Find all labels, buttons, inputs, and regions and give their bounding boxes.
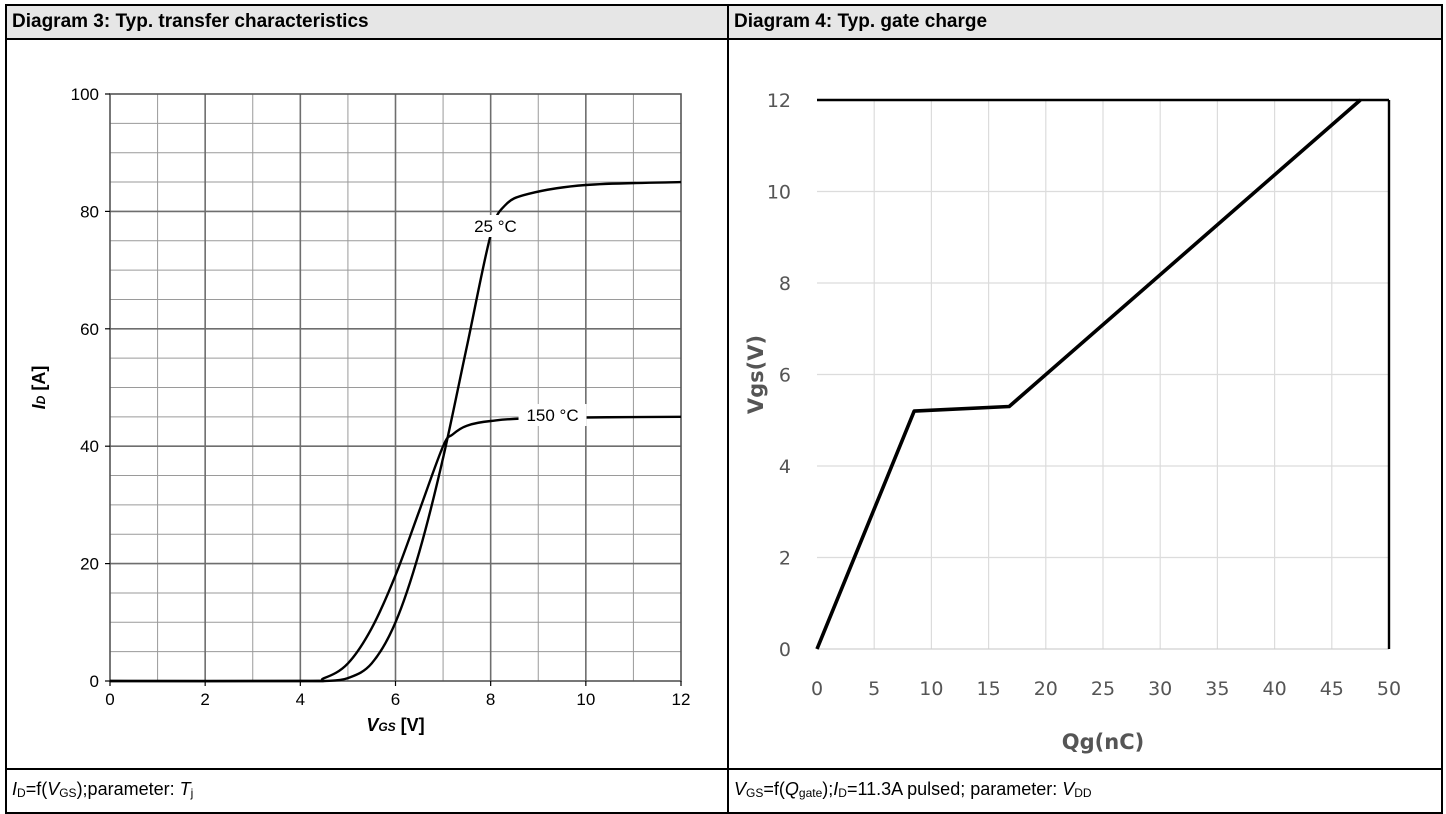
x-tick-label: 35 [1205, 678, 1229, 700]
cap-r-sym2: Q [784, 779, 799, 799]
cap-r-text2: ); [822, 779, 834, 799]
x-tick-label: 0 [105, 690, 114, 709]
x-tick-label: 10 [576, 690, 595, 709]
cap-l-text1: =f( [25, 779, 48, 799]
x-tick-label: 15 [977, 678, 1001, 700]
x-tick-label: 8 [486, 690, 495, 709]
cap-l-sym3: T [179, 779, 191, 799]
cap-l-sub3: j [190, 786, 194, 800]
cap-r-sub2: gate [798, 786, 823, 800]
label-25c-bg [466, 215, 525, 238]
right-panel-header: Diagram 4: Typ. gate charge [727, 4, 1443, 40]
diagram-frame-table: Diagram 3: Typ. transfer characteristics… [5, 4, 1443, 814]
x-tick-label: 0 [811, 678, 823, 700]
y-tick-label: 80 [80, 202, 99, 221]
right-plot-cell: 0 5 10 15 20 25 30 35 40 45 50 0 2 4 6 8 10 12 Qg(nC) Vgs(V… [727, 38, 1443, 770]
label-150c-bg [518, 404, 587, 427]
cap-r-sym4: V [1062, 779, 1075, 799]
y-tick-label: 100 [71, 85, 99, 104]
y-tick-label: 40 [80, 437, 99, 456]
y-tick-label: 8 [779, 273, 791, 295]
y-tick-label: 2 [779, 548, 791, 570]
y-tick-label: 60 [80, 320, 99, 339]
y-tick-label: 0 [90, 672, 99, 691]
left-panel-caption: ID=f(VGS);parameter: Tj [5, 768, 729, 814]
x-tick-label: 10 [919, 678, 943, 700]
x-tick-label: 20 [1034, 678, 1058, 700]
cap-r-sub4: DD [1074, 786, 1092, 800]
x-tick-label: 4 [296, 690, 305, 709]
y-tick-label: 0 [779, 639, 791, 661]
y-tick-label: 20 [80, 555, 99, 574]
y-tick-label: 10 [767, 182, 791, 204]
cap-r-text3: =11.3A pulsed; parameter: [846, 779, 1063, 799]
left-plot-cell: 0 2 4 6 8 10 12 0 20 40 60 80 100 VGS [V] ID [A] 25 °C 1… [5, 38, 729, 770]
cap-r-sym3: I [833, 779, 839, 799]
y-axis-title: ID [A] [29, 366, 49, 410]
label-150c: 150 °C [526, 406, 578, 425]
x-tick-label: 30 [1148, 678, 1172, 700]
transfer-characteristics-chart: 0 2 4 6 8 10 12 0 20 40 60 80 100 VGS [V] ID [A] 25 °C 1… [29, 85, 691, 735]
x-tick-label: 40 [1263, 678, 1287, 700]
left-panel-header: Diagram 3: Typ. transfer characteristics [5, 4, 729, 40]
x-tick-label: 50 [1377, 678, 1401, 700]
y-tick-label: 12 [767, 90, 791, 112]
x-axis-title: VGS [V] [366, 715, 424, 735]
x-tick-label: 5 [868, 678, 880, 700]
y-tick-label: 4 [779, 456, 791, 478]
gate-charge-chart: 0 5 10 15 20 25 30 35 40 45 50 0 2 4 6 8 10 12 Qg(nC) Vgs(V… [744, 90, 1401, 754]
cap-l-text2: );parameter: [76, 779, 180, 799]
cap-l-sym2: V [47, 779, 60, 799]
x-tick-label: 25 [1091, 678, 1115, 700]
cap-l-sym1: I [12, 779, 18, 799]
x-tick-label: 12 [672, 690, 691, 709]
cap-l-sub1: D [17, 786, 26, 800]
series-150c-curve [109, 415, 682, 683]
cap-r-sub3: D [838, 786, 847, 800]
cap-r-text1: =f( [763, 779, 785, 799]
x-tick-label: 45 [1320, 678, 1344, 700]
x-tick-label: 6 [391, 690, 400, 709]
label-25c: 25 °C [474, 217, 517, 236]
y-tick-label: 6 [779, 365, 791, 387]
x-axis-title: Qg(nC) [1062, 730, 1144, 754]
cap-r-sym1: V [734, 779, 747, 799]
x-tick-label: 2 [200, 690, 209, 709]
right-panel-caption: VGS=f(Qgate);ID=11.3A pulsed; parameter:… [727, 768, 1443, 814]
cap-l-sub2: GS [59, 786, 77, 800]
cap-r-sub1: GS [746, 786, 764, 800]
gate-charge-curve [815, 98, 1362, 650]
y-axis-title: Vgs(V) [744, 335, 768, 414]
